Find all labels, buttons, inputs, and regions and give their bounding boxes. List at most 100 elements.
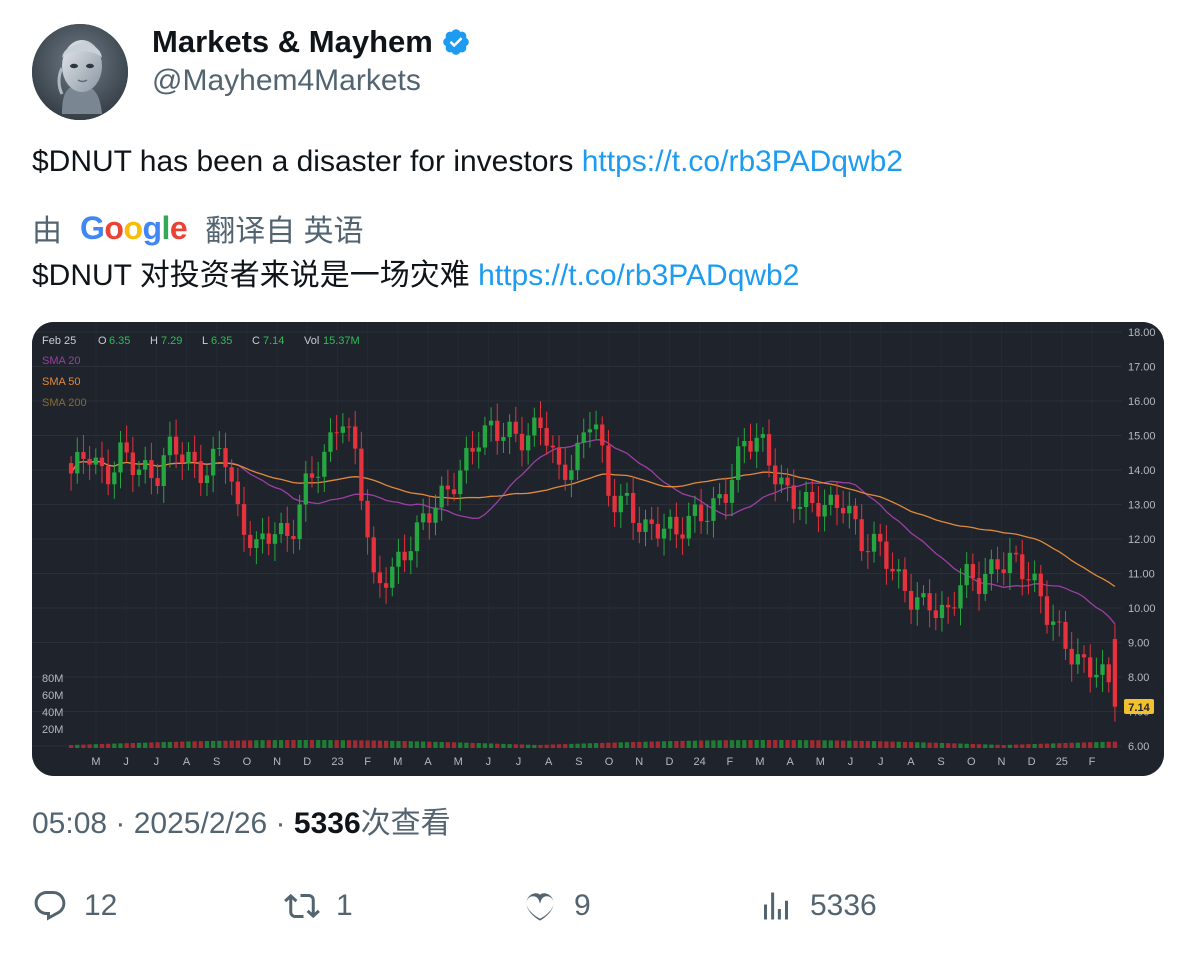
candle-body: [939, 604, 945, 619]
candle-body: [630, 492, 636, 523]
views-button[interactable]: 5336: [758, 880, 877, 932]
candle-body: [1057, 621, 1062, 623]
volume-bar: [81, 744, 86, 748]
x-tick-label: F: [726, 756, 733, 768]
volume-bar: [711, 740, 716, 748]
volume-bar: [451, 742, 457, 748]
candle-body: [167, 436, 173, 456]
x-tick-label: D: [303, 756, 311, 768]
candle-body: [173, 436, 179, 455]
x-tick-label: J: [154, 756, 160, 768]
candle-body: [439, 485, 444, 508]
candle-body: [272, 534, 278, 544]
google-logo: Google: [80, 209, 188, 246]
translated-from-label[interactable]: 翻译自 英语: [205, 215, 364, 248]
candle-body: [278, 522, 284, 535]
volume-bar: [779, 740, 784, 748]
volume-bar: [878, 741, 883, 748]
volume-bar: [353, 740, 358, 748]
x-tick-label: A: [424, 756, 432, 768]
stock-chart-image[interactable]: 18.00 17.00 16.00 15.00 14.00 13.00 12.00 11.00…: [32, 322, 1164, 776]
candle-body: [871, 533, 877, 552]
volume-bar: [655, 741, 661, 748]
candle-body: [291, 535, 296, 540]
tweet-link[interactable]: https://t.co/rb3PADqwb2: [581, 145, 903, 178]
volume-bar: [525, 744, 531, 748]
y-tick-label: 16.00: [1128, 396, 1156, 408]
volume-bar: [723, 740, 728, 748]
volume-value: 15.37M: [323, 335, 360, 347]
low-value: 6.35: [211, 335, 232, 347]
author-handle[interactable]: @Mayhem4Markets: [152, 64, 421, 97]
volume-bar: [538, 744, 543, 748]
candle-body: [976, 578, 982, 594]
volume-bar: [383, 740, 389, 748]
candle-body: [686, 515, 691, 539]
heart-icon: [526, 893, 554, 921]
sma-20-line: [70, 439, 1116, 625]
volume-bar: [865, 741, 871, 748]
volume-bar: [105, 743, 111, 748]
volume-bar: [896, 741, 901, 748]
volume-bar: [847, 740, 852, 748]
candle-body: [1020, 554, 1025, 580]
y-tick-label: 12.00: [1128, 534, 1156, 546]
x-tick-label: D: [1028, 756, 1036, 768]
x-tick-label: O: [605, 756, 614, 768]
candle-body: [396, 551, 401, 567]
x-tick-label: J: [848, 756, 854, 768]
volume-bar: [902, 741, 908, 748]
volume-bar: [995, 744, 1000, 748]
volume-bar: [445, 742, 451, 748]
candle-body: [853, 505, 858, 520]
candle-body: [1081, 654, 1087, 658]
like-button[interactable]: 9: [522, 880, 591, 932]
volume-bar: [742, 740, 747, 748]
author-display-name[interactable]: Markets & Mayhem: [152, 24, 433, 59]
volume-bar: [1075, 742, 1081, 748]
x-tick-label: M: [454, 756, 463, 768]
reply-button[interactable]: 12: [32, 880, 117, 932]
volume-bar: [810, 740, 815, 748]
volume-bar: [118, 743, 123, 748]
y-tick-label: 10.00: [1128, 603, 1156, 615]
volume-bar: [674, 740, 679, 748]
translation-attribution: 由 Google 翻译自 英语: [32, 206, 364, 250]
x-tick-label: N: [273, 756, 281, 768]
volume-bar: [532, 744, 537, 748]
volume-bar: [297, 740, 302, 748]
candle-body: [995, 559, 1000, 570]
candle-body: [680, 534, 685, 539]
volume-bar: [859, 740, 864, 748]
chart-date-label: Feb 25: [42, 335, 76, 347]
volume-bar: [68, 745, 74, 748]
volume-bar: [556, 744, 562, 748]
volume-bar: [408, 741, 413, 748]
repost-button[interactable]: 1: [284, 880, 353, 932]
candle-body: [130, 452, 136, 476]
tweet-time[interactable]: 05:08: [32, 807, 108, 840]
volume-bar: [167, 741, 173, 748]
candle-body: [890, 568, 895, 572]
x-tick-label: M: [91, 756, 100, 768]
candle-body: [865, 551, 871, 553]
tweet-date[interactable]: 2025/2/26: [133, 807, 268, 840]
candle-body: [241, 504, 247, 535]
volume-bar: [593, 743, 599, 748]
close-label: C: [252, 335, 260, 347]
volume-bar: [1044, 743, 1050, 748]
views-label: 次查看: [360, 807, 451, 840]
translated-link[interactable]: https://t.co/rb3PADqwb2: [478, 259, 800, 292]
candle-body: [766, 434, 772, 466]
volume-bar: [735, 740, 741, 748]
candle-body: [834, 494, 840, 508]
volume-bar: [210, 740, 216, 748]
candle-body: [698, 504, 704, 522]
volume-bar: [291, 740, 296, 748]
volume-bar: [1088, 742, 1093, 748]
volume-bar: [791, 740, 796, 748]
author-avatar[interactable]: [32, 24, 128, 120]
volume-bar: [371, 740, 376, 748]
candle-body: [587, 429, 593, 433]
volume-bar: [822, 740, 827, 748]
